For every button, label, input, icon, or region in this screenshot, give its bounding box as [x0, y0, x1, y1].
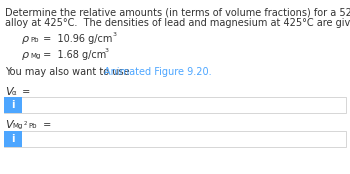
Text: Mg: Mg	[30, 53, 40, 59]
Text: V: V	[5, 120, 13, 130]
FancyBboxPatch shape	[4, 97, 346, 113]
Text: =: =	[19, 87, 30, 97]
FancyBboxPatch shape	[4, 131, 346, 147]
Text: alloy at 425°C.  The densities of lead and magnesium at 425°C are given as follo: alloy at 425°C. The densities of lead an…	[5, 18, 350, 28]
Text: ρ: ρ	[22, 34, 29, 44]
Text: Determine the relative amounts (in terms of volume fractions) for a 52.0 wt% Pb-: Determine the relative amounts (in terms…	[5, 8, 350, 18]
Text: 3: 3	[105, 48, 109, 53]
Text: V: V	[5, 87, 13, 97]
Text: Mg: Mg	[12, 123, 22, 129]
Text: Pb: Pb	[30, 37, 38, 43]
FancyBboxPatch shape	[4, 131, 22, 147]
Text: =  10.96 g/cm: = 10.96 g/cm	[40, 34, 112, 44]
Text: Pb: Pb	[28, 123, 36, 129]
Text: You may also want to use: You may also want to use	[5, 67, 133, 77]
Text: =: =	[40, 120, 51, 130]
Text: ρ: ρ	[22, 50, 29, 60]
FancyBboxPatch shape	[4, 97, 22, 113]
Text: 3: 3	[113, 32, 117, 37]
Text: Animated Figure 9.20.: Animated Figure 9.20.	[104, 67, 211, 77]
Text: 2: 2	[24, 121, 28, 126]
Text: i: i	[11, 134, 15, 144]
Text: i: i	[11, 100, 15, 110]
Text: =  1.68 g/cm: = 1.68 g/cm	[40, 50, 106, 60]
Text: α: α	[12, 90, 17, 96]
